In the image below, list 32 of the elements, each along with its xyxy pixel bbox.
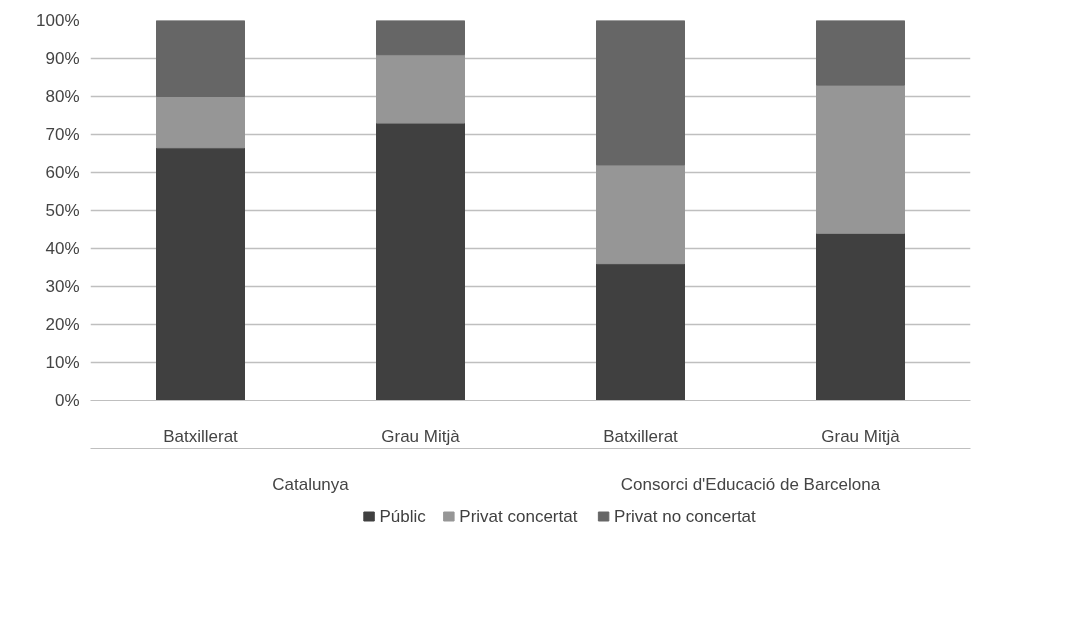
legend-label: Privat concertat [459, 507, 578, 526]
y-tick-label: 50% [45, 201, 80, 220]
y-tick-label: 40% [45, 239, 80, 258]
bar [376, 122, 465, 401]
bar [156, 96, 245, 149]
legend-label: Públic [379, 507, 427, 526]
bar [596, 164, 685, 265]
bar [816, 232, 905, 401]
y-tick-label: 100% [36, 11, 80, 30]
bar [156, 20, 245, 97]
bar [816, 20, 905, 86]
text: Consorci d'Educació de Barcelona [620, 474, 881, 494]
text: Catalunya [272, 474, 350, 494]
bar [596, 20, 685, 166]
x-tick-label: Grau Mitjà [381, 426, 461, 446]
x-tick-label: Batxillerat [163, 426, 239, 446]
y-tick-label: 70% [45, 125, 80, 144]
y-tick-label: 0% [54, 391, 80, 410]
legend-label: Privat no concertat [614, 507, 757, 526]
y-tick-label: 20% [45, 315, 80, 334]
y-tick-label: 80% [45, 87, 80, 106]
bar [376, 54, 465, 124]
bar [816, 84, 905, 234]
bar [376, 20, 465, 56]
y-tick-label: 10% [45, 353, 80, 372]
x-tick-label: Grau Mitjà [821, 426, 901, 446]
bar [596, 263, 685, 401]
x-tick-label: Batxillerat [603, 426, 679, 446]
y-tick-label: 60% [45, 163, 80, 182]
y-tick-label: 30% [45, 277, 80, 296]
bar [156, 147, 245, 401]
y-tick-label: 90% [45, 49, 80, 68]
